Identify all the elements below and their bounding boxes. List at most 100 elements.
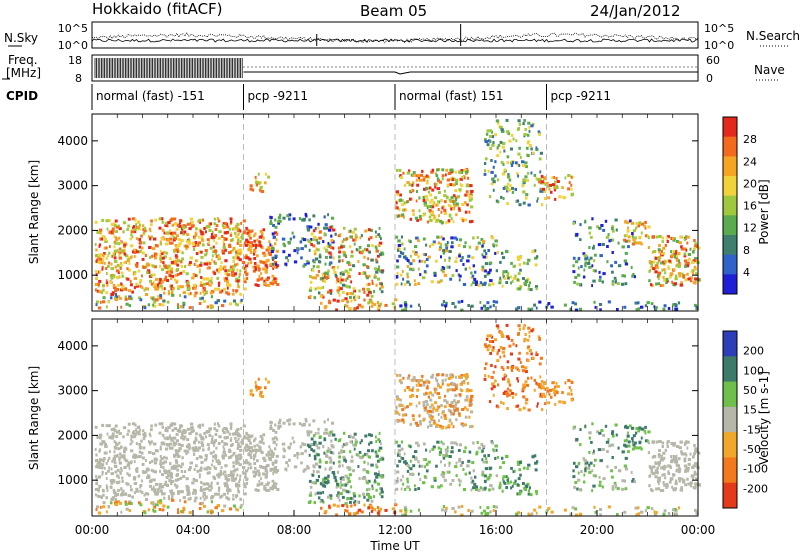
velocity-cell <box>302 422 306 426</box>
power-cell <box>527 287 531 291</box>
power-cell <box>216 287 221 291</box>
power-cell <box>529 308 532 312</box>
velocity-cell <box>307 433 311 437</box>
power-cell <box>163 287 166 291</box>
velocity-cell <box>98 448 102 452</box>
power-cell <box>319 277 322 281</box>
power-cell <box>314 257 319 261</box>
power-cell <box>406 280 409 284</box>
velocity-cell <box>197 424 200 428</box>
power-cell <box>419 273 422 277</box>
power-cell <box>468 266 471 270</box>
power-cell <box>591 264 594 268</box>
velocity-cell <box>117 476 120 480</box>
velocity-cell <box>142 436 145 440</box>
velocity-cell <box>113 480 116 484</box>
velocity-cell <box>98 484 102 488</box>
power-cell <box>419 217 422 221</box>
cpid-segment-label: pcp -9211 <box>551 89 612 103</box>
power-cell <box>607 233 610 237</box>
power-cell <box>368 237 371 241</box>
velocity-cell <box>482 445 486 448</box>
power-cell <box>647 236 650 240</box>
power-cell <box>511 190 515 194</box>
power-cell <box>535 148 539 152</box>
velocity-cell <box>468 450 472 454</box>
power-cell <box>512 137 515 141</box>
power-cell <box>282 242 286 246</box>
velocity-cell <box>149 484 152 488</box>
power-cell <box>324 223 328 227</box>
velocity-cell <box>315 452 318 456</box>
velocity-cell <box>455 442 459 446</box>
power-cell <box>379 302 383 306</box>
power-cell <box>475 247 479 251</box>
power-cell <box>152 273 156 277</box>
velocity-cell <box>208 434 212 437</box>
power-cell <box>511 186 514 190</box>
power-cell <box>264 172 267 176</box>
velocity-cell <box>323 484 327 488</box>
velocity-cell <box>435 377 437 381</box>
velocity-cell <box>455 387 458 391</box>
power-cell <box>440 199 443 202</box>
velocity-cell <box>310 443 313 446</box>
velocity-cell <box>349 450 352 454</box>
velocity-cell <box>122 426 127 430</box>
velocity-cell <box>480 443 484 446</box>
power-cell <box>148 246 152 249</box>
power-cell <box>539 151 543 155</box>
velocity-cell <box>433 476 437 480</box>
power-cell <box>358 245 362 249</box>
power-cell <box>426 220 429 224</box>
power-cell <box>605 235 610 239</box>
power-cell <box>135 237 138 241</box>
velocity-cell <box>378 431 381 435</box>
power-cell <box>555 176 558 180</box>
power-cell <box>506 130 510 134</box>
power-cell <box>459 177 463 181</box>
power-cell <box>159 294 163 298</box>
velocity-cell <box>526 482 530 486</box>
power-cell <box>579 238 582 242</box>
velocity-cell <box>636 446 640 450</box>
power-cell <box>377 304 381 308</box>
power-cell <box>203 293 206 296</box>
velocity-cell <box>314 462 319 466</box>
power-cell <box>458 188 462 192</box>
power-cell <box>487 169 490 173</box>
power-cell <box>379 269 382 273</box>
power-cell <box>547 302 551 305</box>
power-cell <box>338 259 340 263</box>
velocity-cell <box>185 445 188 449</box>
velocity-cell <box>579 428 582 432</box>
power-cell <box>317 226 320 230</box>
power-cell <box>99 237 102 241</box>
velocity-cell <box>443 399 447 403</box>
power-cell <box>97 260 101 264</box>
power-cell <box>105 291 108 295</box>
velocity-cell <box>462 380 465 384</box>
power-cell <box>579 223 582 227</box>
power-cell <box>396 192 400 196</box>
power-cell <box>332 246 335 250</box>
velocity-cell <box>575 437 579 441</box>
velocity-cell <box>328 504 331 508</box>
power-cell <box>506 202 509 206</box>
power-cell <box>205 282 209 286</box>
velocity-cell <box>144 459 147 462</box>
velocity-cell <box>381 457 385 461</box>
velocity-cell <box>479 486 482 490</box>
velocity-cell <box>112 427 116 431</box>
velocity-cell <box>464 375 468 379</box>
power-cell <box>193 248 196 251</box>
power-cell <box>611 225 615 229</box>
velocity-cell <box>365 453 369 457</box>
power-cell <box>175 280 178 284</box>
velocity-cell <box>418 383 422 387</box>
velocity-cell <box>235 429 239 433</box>
power-cell <box>131 217 136 221</box>
velocity-cell <box>406 480 409 484</box>
velocity-cell <box>696 483 701 487</box>
velocity-cell <box>274 482 276 486</box>
